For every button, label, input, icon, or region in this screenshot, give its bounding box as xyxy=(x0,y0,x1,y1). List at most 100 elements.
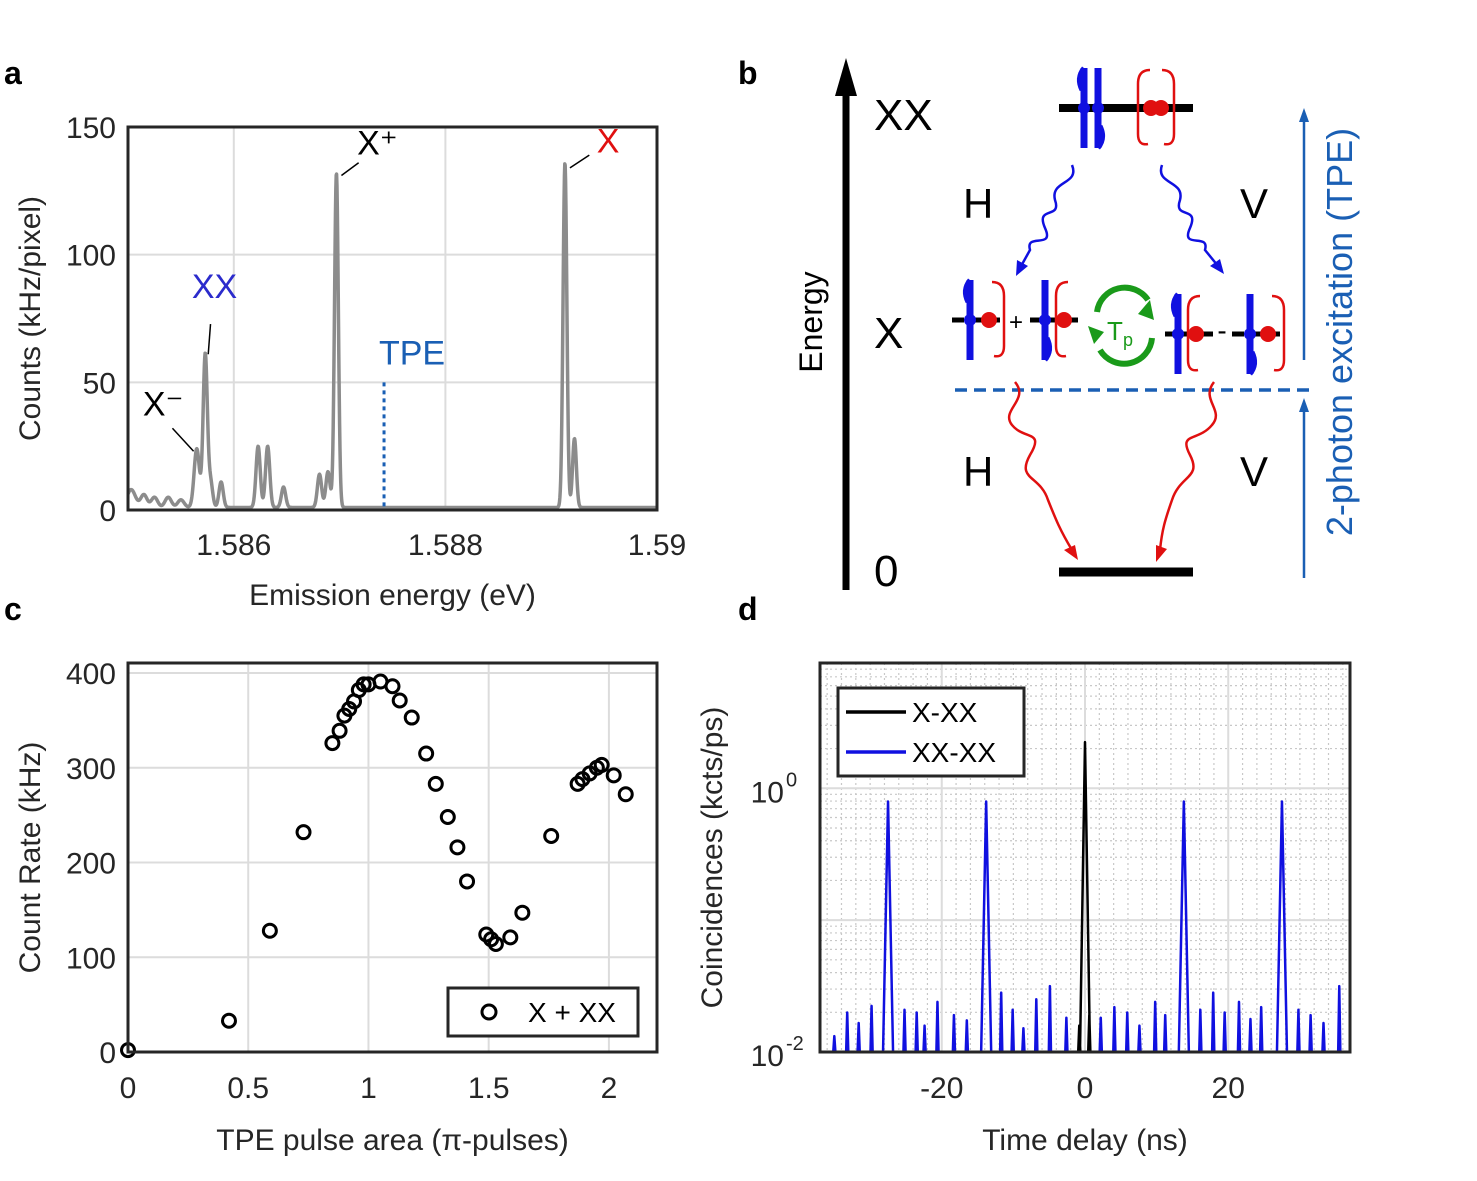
spectrum-x-tick-label: 1.59 xyxy=(628,529,686,562)
count-rate-y-axis-label: Count Rate (kHz) xyxy=(14,742,47,974)
level-label-ground: 0 xyxy=(874,547,898,596)
count-rate-axes-frame xyxy=(126,661,659,1054)
count-rate-point xyxy=(384,678,401,695)
count-rate-legend-label: X + XX xyxy=(528,997,616,1028)
energy-axis-label: Energy xyxy=(793,271,829,372)
count-rate-point xyxy=(605,767,622,784)
count-rate-point xyxy=(593,756,610,773)
count-rate-point xyxy=(261,922,278,939)
count-rate-legend-marker xyxy=(480,1003,498,1021)
count-rate-legend-box xyxy=(446,986,640,1038)
count-rate-point xyxy=(487,935,504,952)
coincidence-y-tick-label: 10 xyxy=(751,1040,784,1073)
peak-label-x-plus: X⁺ xyxy=(357,125,398,163)
spectrum-x-tick-label: 1.588 xyxy=(408,529,483,562)
spectrum-y-tick-label: 50 xyxy=(83,367,116,400)
polarization-label-v-top: V xyxy=(1240,180,1268,227)
count-rate-point xyxy=(543,827,560,844)
photon-wave-x-v xyxy=(1158,381,1218,551)
count-rate-y-tick-label: 100 xyxy=(66,942,116,975)
count-rate-point xyxy=(403,709,420,726)
count-rate-y-tick-label: 400 xyxy=(66,658,116,691)
coincidence-legend-box xyxy=(836,686,1026,778)
level-label-xx: XX xyxy=(874,91,933,140)
legend-label-x-xx: X-XX xyxy=(912,697,978,728)
photon-wave-xx-h xyxy=(1018,164,1075,269)
count-rate-point xyxy=(418,745,435,762)
count-rate-tick-labels: 0 0.5 1 1.5 2 0 100 200 300 400 xyxy=(66,658,617,1105)
count-rate-point xyxy=(331,722,348,739)
peak-label-xx: XX xyxy=(192,268,237,306)
coincidence-y-axis-label: Coincidences (kcts/ps) xyxy=(696,707,729,1009)
polarization-label-h-bottom: H xyxy=(963,448,993,495)
count-rate-point xyxy=(391,692,408,709)
spectrum-y-axis-label: Counts (kHz/pixel) xyxy=(14,196,47,441)
leader-line-x-minus xyxy=(171,427,195,452)
peak-label-x-minus: X⁻ xyxy=(143,386,184,424)
count-rate-legend: X + XX xyxy=(446,986,640,1038)
tpe-arrowhead-upper xyxy=(1299,108,1309,122)
coincidence-x-tick-label: -20 xyxy=(920,1072,963,1105)
count-rate-point xyxy=(220,1012,237,1029)
spin-red-xx-2 xyxy=(1153,68,1176,146)
count-rate-point xyxy=(295,824,312,841)
spectrum-y-tick-label: 100 xyxy=(66,240,116,273)
polarization-label-h-top: H xyxy=(963,180,993,227)
photon-arrowhead-xx-h xyxy=(1016,260,1028,276)
count-rate-y-tick-label: 300 xyxy=(66,753,116,786)
energy-axis-arrowhead xyxy=(835,58,857,96)
count-rate-y-tick-label: 200 xyxy=(66,848,116,881)
panel-label-d: d xyxy=(738,591,758,627)
count-rate-x-tick-label: 1.5 xyxy=(468,1072,510,1105)
spin-pair-x-1 xyxy=(962,278,1006,360)
count-rate-point xyxy=(355,676,372,693)
count-rate-chart: 0 0.5 1 1.5 2 0 100 200 300 400 X + XX TPE pulse … xyxy=(14,658,659,1157)
spin-blue-xx-2 xyxy=(1092,68,1106,150)
count-rate-point xyxy=(427,775,444,792)
coincidence-legend: X-XX XX-XX xyxy=(836,686,1026,778)
spectrum-axes-frame xyxy=(126,125,659,512)
spectrum-chart: TPE XX X⁺ X X⁻ 1.586 1.588 1.59 0 50 100 150 E… xyxy=(14,112,686,612)
count-rate-point xyxy=(324,735,341,752)
leader-line-x-plus xyxy=(340,162,360,177)
spectrum-x-tick-label: 1.586 xyxy=(196,529,271,562)
coincidence-y-tick-label: 10 xyxy=(751,776,784,809)
count-rate-point xyxy=(449,839,466,856)
tpe-excitation-label: 2-photon excitation (TPE) xyxy=(1319,128,1360,536)
count-rate-point xyxy=(439,809,456,826)
superposition-minus: - xyxy=(1217,315,1226,346)
photon-wave-x-h xyxy=(1008,381,1074,551)
panel-label-b: b xyxy=(738,55,758,91)
coincidence-axes-frame xyxy=(818,661,1352,1054)
spectrum-peak-labels: XX X⁺ X X⁻ xyxy=(143,123,619,452)
precession-cycle-icon: Tp xyxy=(1088,284,1155,367)
count-rate-x-tick-label: 0 xyxy=(120,1072,137,1105)
coincidence-y-tick-exponent: -2 xyxy=(786,1033,804,1055)
spectrum-x-axis-label: Emission energy (eV) xyxy=(249,579,536,612)
polarization-label-v-bottom: V xyxy=(1240,448,1268,495)
spectrum-y-tick-label: 150 xyxy=(66,112,116,145)
spectrum-line xyxy=(126,162,659,510)
coincidence-x-tick-label: 0 xyxy=(1077,1072,1094,1105)
leader-line-xx xyxy=(207,324,212,355)
count-rate-point xyxy=(617,786,634,803)
coincidence-x-axis-label: Time delay (ns) xyxy=(982,1124,1188,1157)
tpe-marker-label: TPE xyxy=(379,334,445,372)
tpe-arrowhead-lower xyxy=(1299,398,1309,412)
count-rate-x-tick-label: 1 xyxy=(360,1072,377,1105)
count-rate-point xyxy=(459,873,476,890)
energy-level-diagram: Energy XX X 0 H V + - xyxy=(793,58,1360,596)
spin-pair-x-2 xyxy=(1039,280,1072,362)
count-rate-y-tick-label: 0 xyxy=(99,1037,116,1070)
spectrum-y-tick-label: 0 xyxy=(99,495,116,528)
coincidence-x-tick-label: 20 xyxy=(1212,1072,1245,1105)
photon-arrowhead-x-v xyxy=(1156,545,1167,562)
photon-wave-xx-v xyxy=(1159,164,1219,267)
spin-pair-x-4 xyxy=(1244,294,1286,376)
spectrum-tick-labels: 1.586 1.588 1.59 0 50 100 150 xyxy=(66,112,686,562)
level-label-x: X xyxy=(874,309,903,358)
leader-line-x xyxy=(569,154,590,169)
